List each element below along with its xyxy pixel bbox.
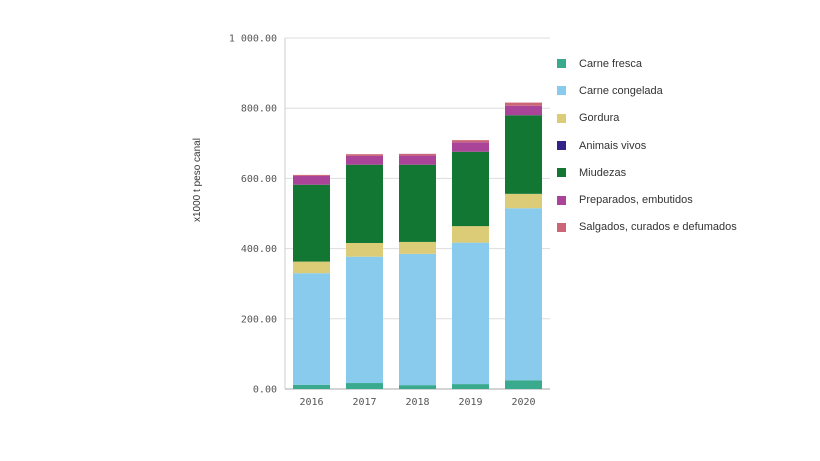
bar-segment [399, 385, 436, 389]
legend-swatch [557, 168, 566, 178]
bar-segment [399, 241, 436, 254]
bar-segment [399, 153, 436, 156]
bar-segment [293, 384, 330, 389]
bar-segment [346, 256, 383, 384]
bar-segment [505, 208, 542, 381]
legend-label: Salgados, curados e defumados [579, 221, 737, 234]
x-tick-label: 2020 [511, 397, 535, 408]
bar-segment [452, 384, 489, 389]
x-tick-label: 2016 [299, 397, 323, 408]
bar-segment [346, 154, 383, 156]
y-tick-label: 600.00 [241, 174, 277, 185]
x-tick-label: 2019 [458, 397, 482, 408]
bar-segment [505, 380, 542, 389]
y-tick-label: 1 000.00 [229, 34, 277, 45]
legend-label: Animais vivos [579, 139, 647, 152]
bar-segment [452, 140, 489, 143]
legend-swatch [557, 59, 566, 69]
bar-segment [293, 184, 330, 262]
bar-segment [452, 242, 489, 385]
bar-segment [293, 273, 330, 385]
legend-swatch [557, 86, 566, 96]
legend-item[interactable]: Salgados, curados e defumados [557, 214, 737, 241]
x-tick-label: 2017 [352, 397, 376, 408]
y-tick-label: 200.00 [241, 314, 277, 325]
bar-segment [399, 164, 436, 242]
legend-swatch [557, 113, 566, 123]
bar-segment [505, 193, 542, 209]
bar-segment [399, 155, 436, 165]
bar-segment [293, 175, 330, 185]
bar-segment [399, 253, 436, 386]
legend-label: Gordura [579, 112, 620, 125]
bar-segment [505, 115, 542, 194]
bar-segment [346, 242, 383, 257]
bar-segment [452, 226, 489, 243]
legend-swatch [557, 222, 566, 232]
bar-segment [346, 155, 383, 165]
y-tick-label: 800.00 [241, 104, 277, 115]
legend-item[interactable]: Gordura [557, 105, 737, 132]
bar-segment [505, 102, 542, 106]
bar-segment [293, 261, 330, 274]
bar-segment [346, 383, 383, 389]
legend-item[interactable]: Carne congelada [557, 77, 737, 104]
x-tick-label: 2018 [405, 397, 429, 408]
bar-segment [346, 164, 383, 243]
legend-item[interactable]: Miudezas [557, 159, 737, 186]
bar-segment [452, 142, 489, 152]
bar-segment [452, 151, 489, 227]
legend-label: Preparados, embutidos [579, 194, 693, 207]
legend: Carne fresca Carne congelada Gordura Animai… [557, 50, 737, 241]
y-axis-label: x1000 t peso canal [192, 138, 203, 222]
legend-item[interactable]: Preparados, embutidos [557, 186, 737, 213]
y-tick-label: 400.00 [241, 244, 277, 255]
legend-swatch [557, 195, 566, 205]
legend-label: Miudezas [579, 166, 627, 179]
legend-swatch [557, 141, 566, 151]
legend-label: Carne congelada [579, 84, 663, 97]
y-tick-label: 0.00 [253, 385, 277, 396]
bar-segment [505, 105, 542, 116]
legend-item[interactable]: Carne fresca [557, 50, 737, 77]
legend-label: Carne fresca [579, 57, 642, 70]
bar-segment [293, 174, 330, 176]
legend-item[interactable]: Animais vivos [557, 132, 737, 159]
